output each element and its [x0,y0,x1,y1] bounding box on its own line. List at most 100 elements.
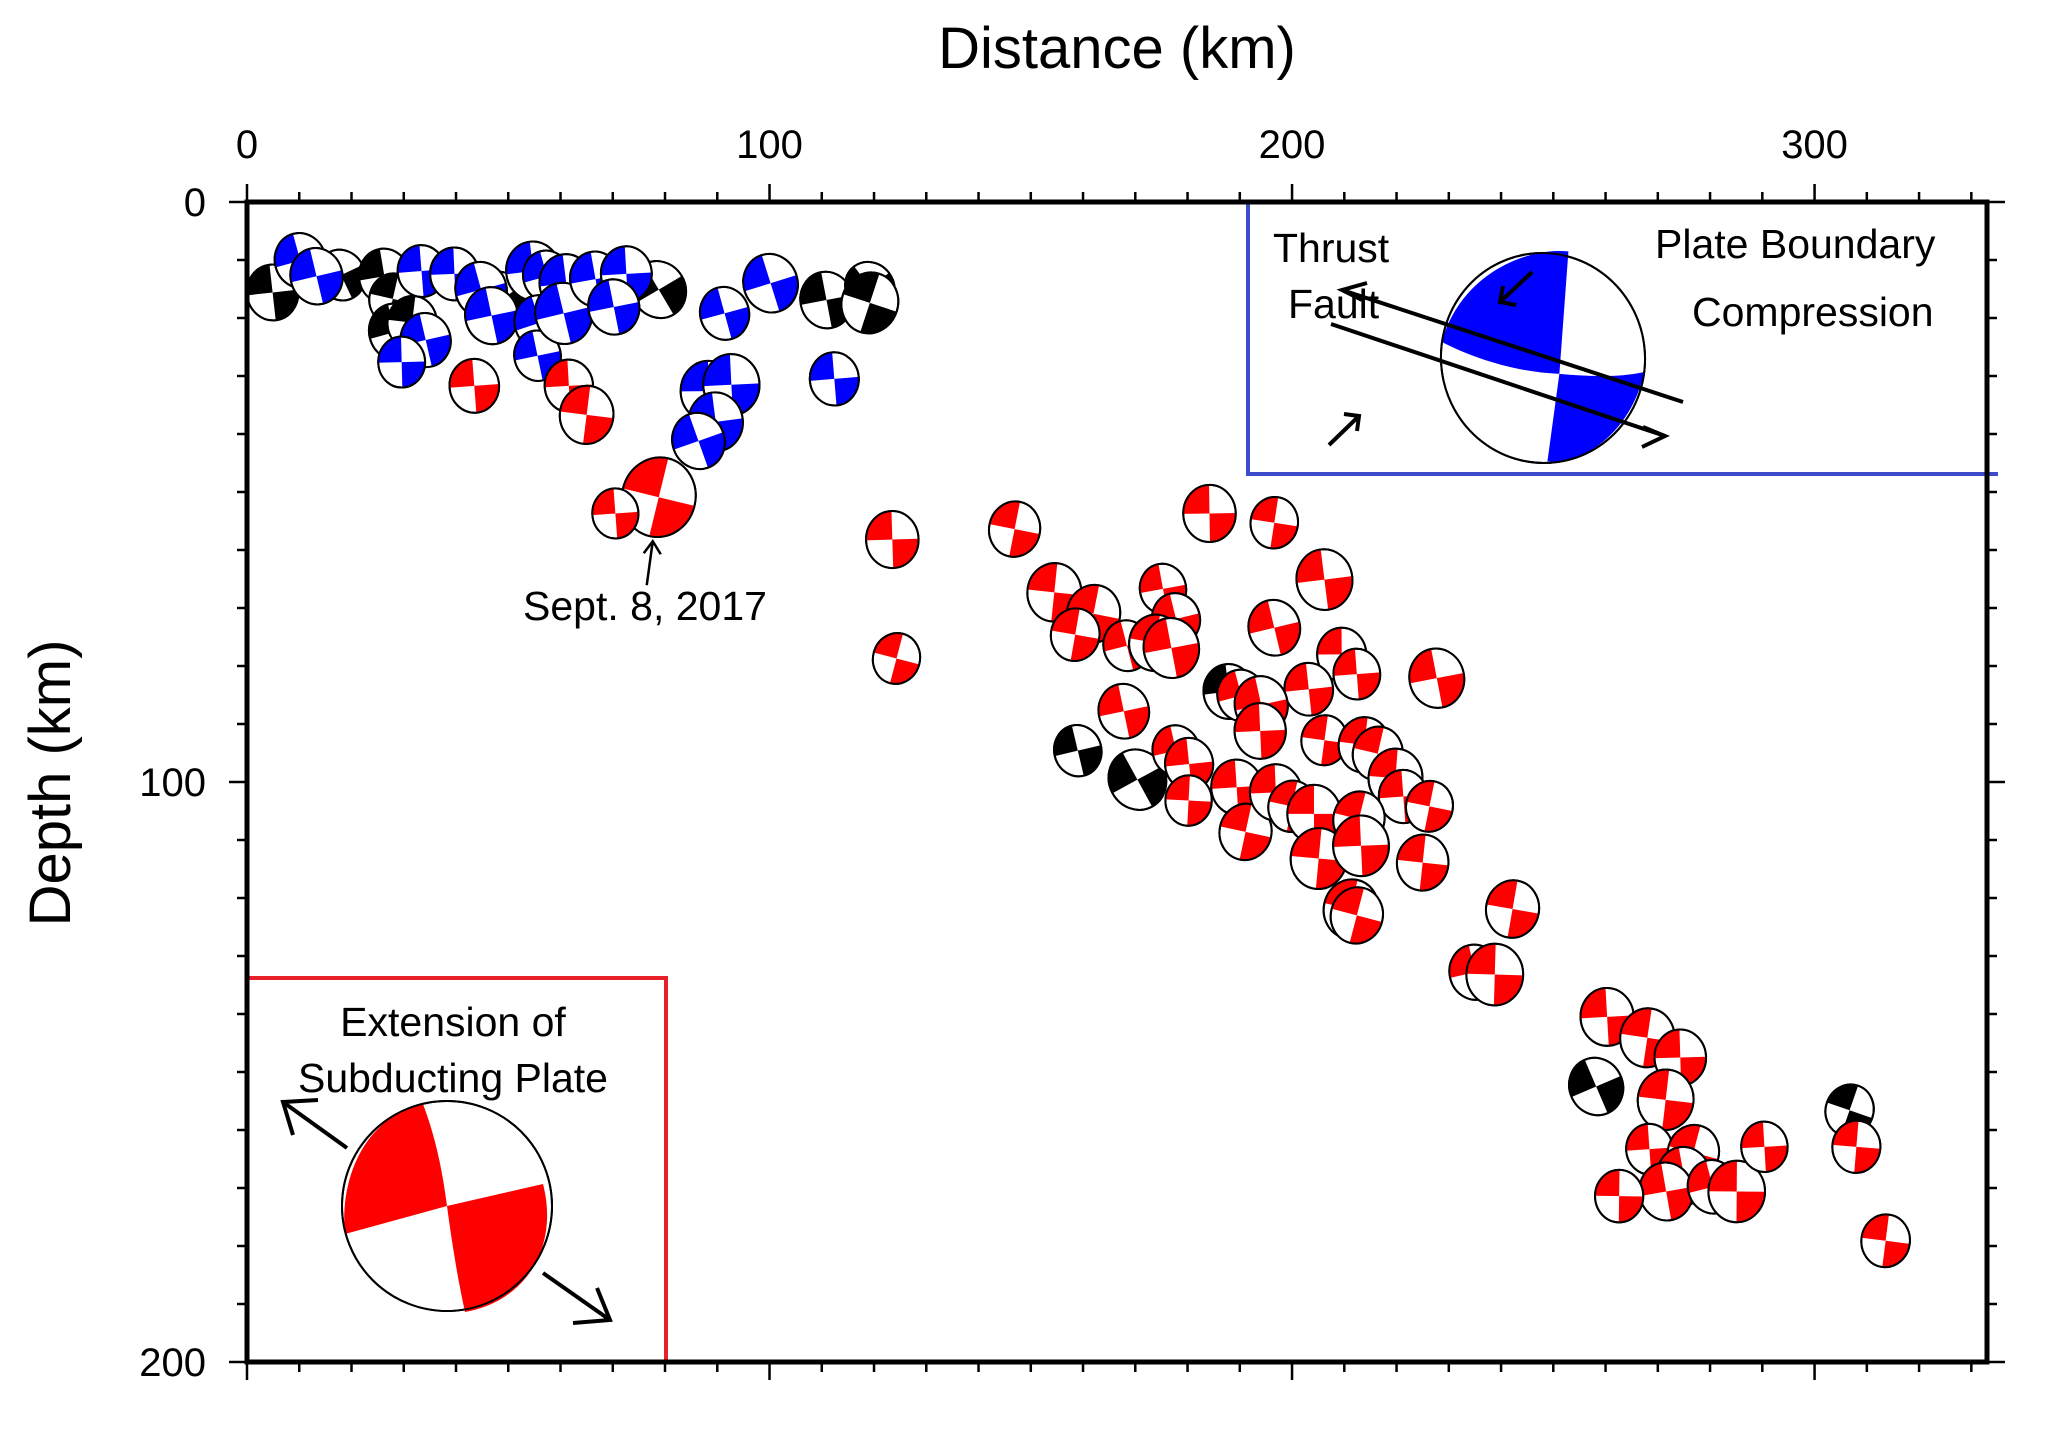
beachball-quadrant [449,359,475,388]
red-beachball [1707,1159,1767,1224]
blue-beachball [742,252,799,314]
beachball-quadrant [600,246,627,276]
beachball-quadrant [680,360,709,392]
beachball-quadrant [1331,887,1365,916]
beachball-quadrant [583,414,614,444]
beachball-quadrant [622,457,669,498]
beachball-quadrant [1139,564,1163,594]
beachball-quadrant [1333,648,1357,676]
fault-line-upper [1341,288,1684,404]
beachball-quadrant [1507,909,1539,938]
beachball-quadrant [1595,1169,1620,1197]
beachball-quadrant [703,354,732,387]
beachball-quadrant [491,310,518,344]
red-beachball [1164,774,1213,827]
red-beachball [1638,1161,1694,1222]
legend-label-compression: Compression [1692,289,1934,335]
extension-arrow-left [281,1100,349,1150]
beachball-quadrant [1334,791,1366,820]
beachball-quadrant [1284,662,1309,692]
beachball-quadrant [246,264,273,296]
red-beachball [1142,617,1201,680]
black-beachball [840,271,900,335]
beachball-quadrant [1569,1059,1597,1097]
beachball-quadrant [544,359,569,388]
beachball-quadrant [1596,1076,1624,1114]
beachball-quadrant [1424,806,1453,832]
red-legend-border [249,976,668,1360]
extension-beachball-icon [341,1100,553,1312]
beachball-quadrant [1287,784,1314,814]
red-legend: Extension of Subducting Plate [280,999,613,1325]
red-beachball [1182,483,1237,543]
beachball-quadrant [1333,815,1362,848]
red-beachball [1636,1068,1695,1132]
y-axis-title: Depth (km) [18,640,83,927]
beachball-quadrant [560,385,591,415]
beachball-quadrant [1832,1120,1859,1147]
beachball-quadrant [1301,715,1328,741]
blue-legend: Thrust Fault Plate Boundary Compression [1273,221,1936,464]
beachball-quadrant [537,350,561,381]
compression-arrowhead-upper [1497,285,1517,307]
beachball-quadrant [1580,988,1608,1019]
beachball-quadrant [834,376,859,406]
red-beachball [1249,496,1300,550]
fault-arrowhead-left [1336,281,1368,302]
beachball-quadrant [1211,759,1237,789]
beachball-quadrant [1171,642,1200,678]
beachball-quadrant [272,289,299,321]
black-beachball [1107,748,1168,811]
beachball-quadrant [1639,1162,1667,1197]
red-beachball [591,487,640,540]
red-beachball [1295,548,1354,611]
beachball-quadrant [1662,1099,1694,1131]
compression-arrow-lower [1327,414,1361,447]
beachball-quadrant [658,276,687,315]
blue-beachball [513,329,562,382]
beachball-quadrant [1290,828,1322,859]
beachball-quadrant [649,497,695,538]
extension-arrow-right [541,1271,612,1322]
red-beachball [865,510,920,570]
beachball-quadrant [1626,1123,1650,1151]
blue-beachball [698,285,751,341]
beachball-quadrant [809,352,835,381]
beachball-quadrant [892,538,919,569]
beachball-quadrant [570,251,596,284]
red-beachball [1740,1120,1789,1174]
y-tick-label: 0 [184,181,206,225]
beachball-quadrant [1854,1146,1881,1173]
beachball-quadrant [1234,703,1261,733]
beachball-quadrant [1378,769,1404,799]
beachball-quadrant [474,384,500,413]
legend-label-subducting-plate: Subducting Plate [298,1055,608,1101]
beachball-quadrant [1654,1029,1681,1059]
beachball-quadrant [672,414,699,450]
red-beachball [1465,942,1525,1007]
legend-label-extension-of: Extension of [340,999,566,1045]
blue-beachball [587,278,641,336]
beachball-quadrant [592,488,616,516]
beachball-quadrant [1486,880,1518,910]
beachball-quadrant [1397,834,1426,863]
black-beachball [1053,724,1103,778]
beachball-quadrant [1764,1145,1788,1172]
beachball-quadrant [866,511,893,541]
red-beachball [1484,879,1541,939]
beachball-quadrant [465,287,492,322]
x-tick-label: 100 [736,123,803,167]
red-beachball [1329,886,1384,945]
beachball-quadrant [1260,729,1286,759]
beachball-quadrant [1436,672,1465,708]
beachball-quadrant [1349,915,1382,944]
beachball-quadrant [1466,943,1496,975]
beachball-quadrant [369,273,399,299]
beachball-quadrant [1051,608,1080,635]
beachball-quadrant [1098,684,1124,717]
fault-arrowhead-right [1641,425,1670,449]
beachball-quadrant [1183,484,1210,514]
beachball-quadrant [1250,496,1279,523]
compression-arrow-upper [1498,270,1534,304]
